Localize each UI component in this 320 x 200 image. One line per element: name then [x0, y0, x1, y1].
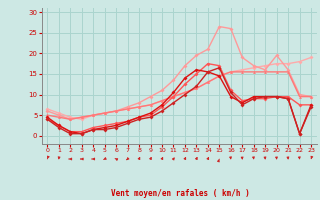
Text: Vent moyen/en rafales ( km/h ): Vent moyen/en rafales ( km/h ): [111, 189, 250, 198]
